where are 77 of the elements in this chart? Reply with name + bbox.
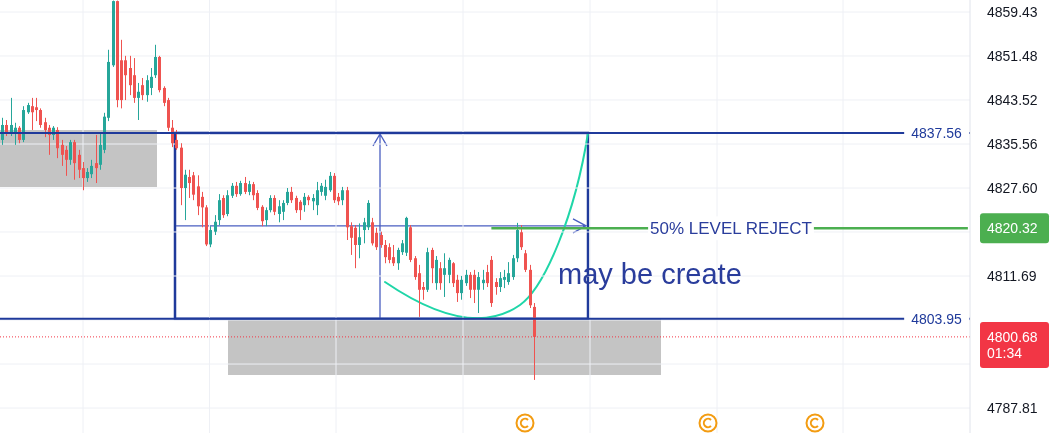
candlestick	[61, 139, 64, 167]
y-tick-label: 4811.69	[987, 267, 1037, 284]
candlestick	[44, 117, 47, 138]
candlestick	[371, 217, 374, 247]
candlestick	[39, 107, 42, 129]
candlestick	[397, 247, 400, 271]
y-tick-label: 4800.68	[987, 328, 1038, 345]
candlestick	[316, 181, 319, 216]
candlestick	[358, 222, 361, 259]
candlestick	[150, 67, 153, 96]
text: 01:34	[987, 344, 1023, 361]
candlestick	[439, 261, 442, 291]
candlestick	[35, 97, 38, 122]
candlestick	[31, 97, 34, 131]
y-tick-label: 4820.32	[987, 220, 1038, 237]
y-tick-label: 4851.48	[987, 47, 1038, 64]
candlestick	[261, 204, 264, 227]
candlestick	[499, 271, 502, 293]
candlestick	[477, 271, 480, 314]
ref-line-label: 50% LEVEL REJECT	[650, 219, 812, 239]
ref-line-label: 4803.95	[911, 310, 963, 327]
candlestick	[137, 82, 140, 121]
candlestick	[218, 193, 221, 226]
y-tick-label: 4843.52	[987, 91, 1038, 108]
candlestick	[392, 244, 395, 267]
y-tick-label: 4787.81	[987, 399, 1038, 416]
candlestick	[273, 194, 276, 216]
candlestick	[192, 171, 195, 201]
candlestick	[299, 199, 302, 221]
candlestick	[133, 57, 136, 104]
candlestick	[265, 206, 268, 227]
candlestick	[141, 77, 144, 101]
candlestick	[431, 247, 434, 284]
candlestick	[129, 55, 132, 96]
candlestick	[278, 199, 281, 223]
candlestick	[388, 242, 391, 264]
candlestick	[520, 224, 523, 251]
y-tick-label: 4827.60	[987, 179, 1038, 196]
candlestick	[282, 199, 285, 221]
candlestick	[222, 194, 225, 219]
candlestick	[69, 139, 72, 166]
candlestick	[214, 214, 217, 236]
candlestick	[324, 179, 327, 201]
candlestick	[329, 171, 332, 193]
ref-line-label: 4837.56	[911, 124, 963, 141]
y-tick-label: 4859.43	[987, 3, 1038, 20]
candlestick	[473, 269, 476, 304]
candlestick	[443, 252, 446, 298]
candlestick	[384, 239, 387, 264]
candlestick	[512, 254, 515, 281]
candlestick	[524, 249, 527, 273]
candlestick	[435, 255, 438, 291]
candlestick	[507, 261, 510, 286]
candlestick	[303, 192, 306, 213]
candlestick	[78, 149, 81, 179]
candlestick	[95, 134, 98, 184]
y-tick-label: 4835.56	[987, 135, 1038, 152]
candlestick	[482, 269, 485, 291]
candlestick	[341, 186, 344, 206]
candlestick	[124, 55, 127, 101]
candlestick	[73, 139, 76, 181]
candlestick	[184, 169, 187, 221]
candlestick	[460, 275, 463, 301]
candlestick	[90, 159, 93, 179]
candlestick	[197, 174, 200, 216]
candlestick	[469, 271, 472, 299]
candlestick	[146, 74, 149, 103]
candlestick	[188, 169, 191, 199]
candlestick	[10, 97, 13, 137]
candlestick	[65, 145, 68, 177]
candlestick	[226, 189, 229, 217]
candlestick	[175, 129, 178, 151]
candlestick	[448, 257, 451, 284]
candlestick	[354, 224, 357, 269]
candlestick	[503, 269, 506, 289]
candlestick	[154, 44, 157, 79]
candlestick	[209, 225, 212, 248]
